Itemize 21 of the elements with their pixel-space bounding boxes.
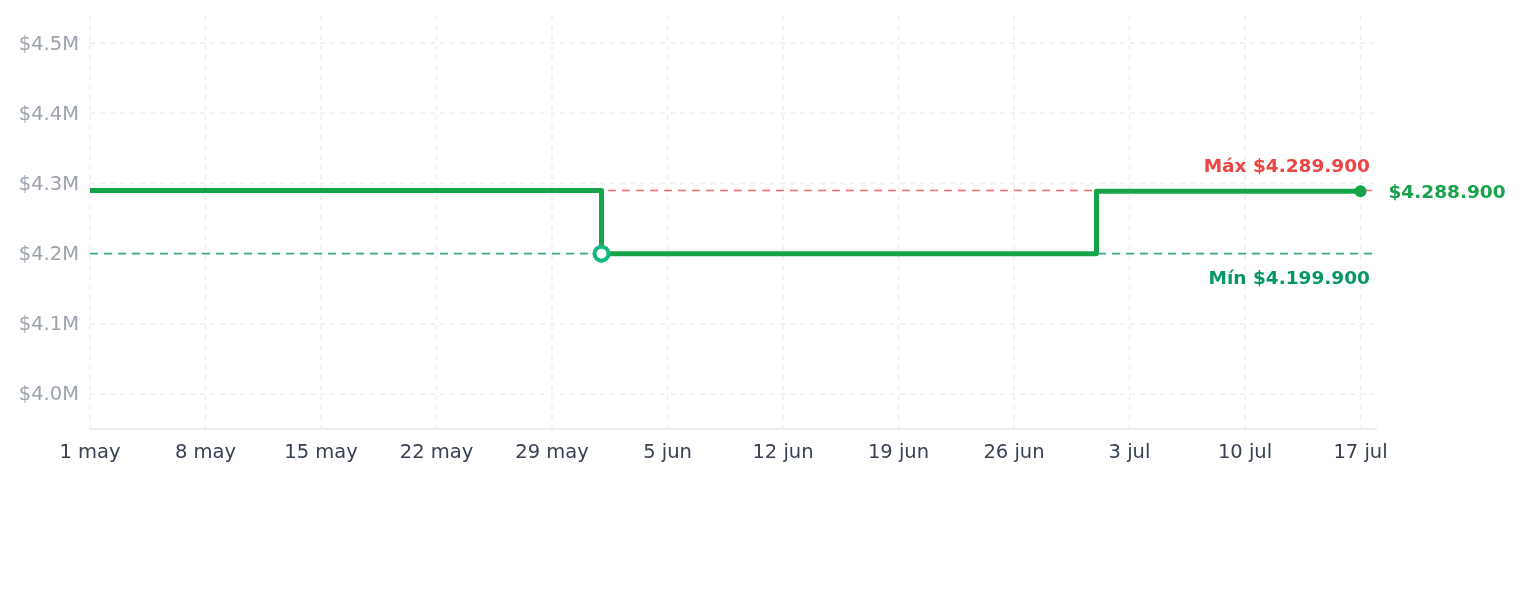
x-tick-label: 5 jun (643, 439, 692, 463)
data-label: $4.288.900 (1388, 180, 1506, 202)
ref-line-label: Mín $4.199.900 (1208, 267, 1370, 289)
x-tick-label: 29 may (515, 439, 589, 463)
y-tick-label: $4.0M (18, 382, 79, 406)
y-tick-label: $4.4M (18, 101, 79, 125)
x-tick-label: 12 jun (752, 439, 814, 463)
y-tick-label: $4.5M (18, 31, 79, 55)
x-tick-label: 22 may (399, 439, 474, 463)
x-tick-label: 26 jun (983, 439, 1045, 463)
x-tick-label: 1 may (59, 439, 121, 463)
x-tick-label: 17 jul (1333, 439, 1388, 463)
y-tick-label: $4.2M (18, 242, 79, 266)
ref-line-label: Máx $4.289.900 (1203, 154, 1370, 176)
x-tick-label: 8 may (174, 439, 237, 463)
x-tick-label: 10 jul (1217, 439, 1273, 463)
x-tick-label: 19 jun (867, 439, 930, 463)
y-tick-label: $4.1M (18, 312, 79, 336)
y-tick-label: $4.3M (18, 171, 79, 195)
x-tick-label: 3 jul (1108, 439, 1151, 463)
x-tick-label: 15 may (284, 439, 358, 463)
